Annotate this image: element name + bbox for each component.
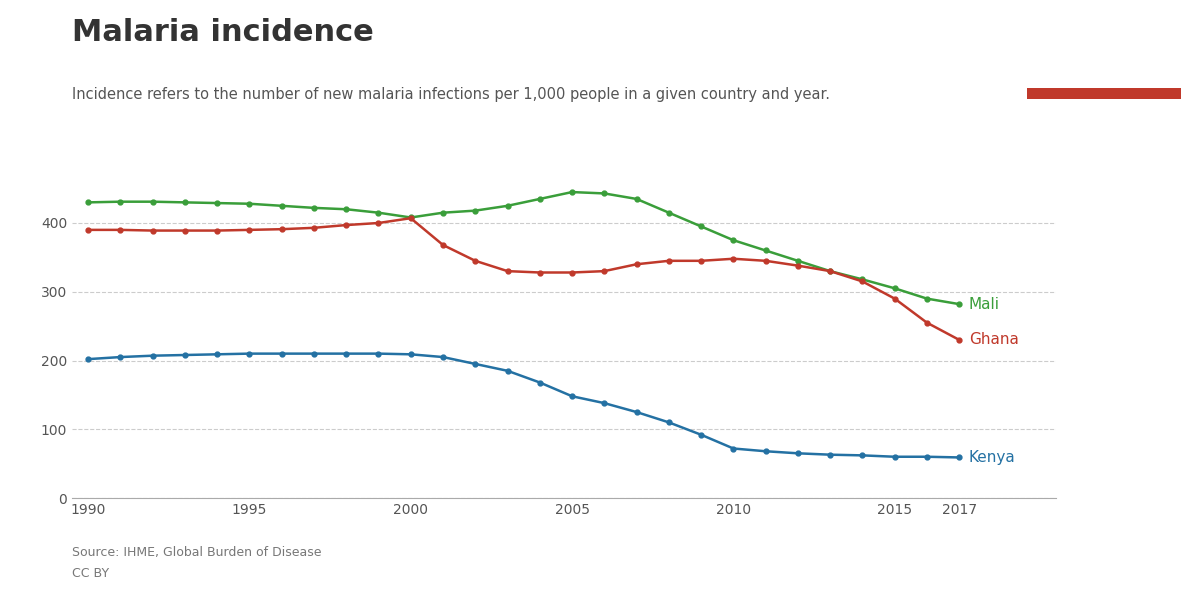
Bar [1027,88,1181,99]
Text: in Data: in Data [1078,58,1132,71]
Text: Mali: Mali [968,296,1000,311]
Text: Malaria incidence: Malaria incidence [72,18,373,47]
Text: Kenya: Kenya [968,450,1015,465]
Text: Ghana: Ghana [968,332,1019,347]
Text: Source: IHME, Global Burden of Disease: Source: IHME, Global Burden of Disease [72,546,322,559]
Text: Our World: Our World [1066,34,1142,47]
Text: Incidence refers to the number of new malaria infections per 1,000 people in a g: Incidence refers to the number of new ma… [72,87,830,102]
Text: CC BY: CC BY [72,567,109,580]
